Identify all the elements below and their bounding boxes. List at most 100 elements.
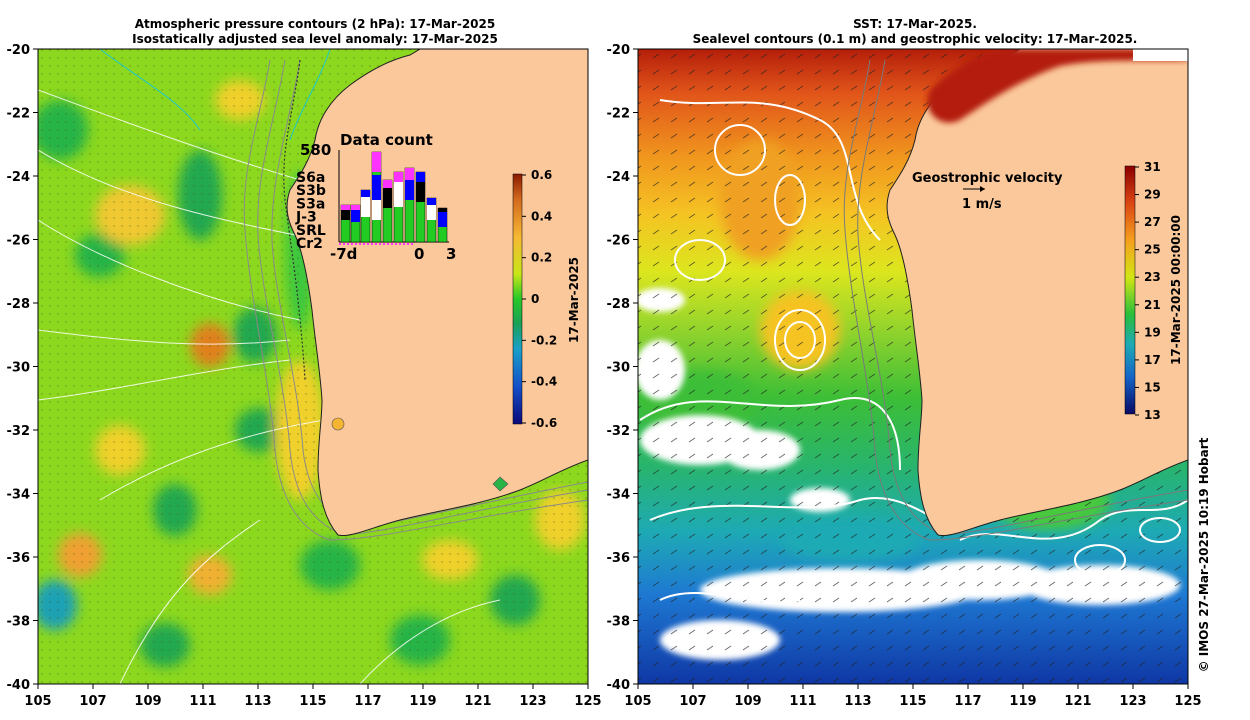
- data-count-xlabel-start: -7d: [330, 245, 357, 263]
- right-lon-tick: 107: [679, 694, 706, 709]
- right-lat-tick: -34: [607, 488, 631, 503]
- left-lat-tick: -24: [7, 170, 31, 185]
- left-lat-tick: -40: [7, 678, 31, 693]
- left-lon-tick: 109: [134, 694, 161, 709]
- sst-colorbar-tick: 23: [1144, 270, 1161, 284]
- left-lat-tick: -26: [7, 234, 31, 249]
- island-marker: [492, 476, 509, 492]
- left-lat-tick: -36: [7, 551, 31, 566]
- left-lon-tick: 125: [574, 694, 601, 709]
- right-title-line1: SST: 17-Mar-2025.: [853, 17, 977, 31]
- left-lat-tick: -32: [7, 424, 31, 439]
- left-lat-tick: -34: [7, 488, 31, 503]
- sst-colorbar-label: 17-Mar-2025 00:00:00: [1169, 215, 1183, 365]
- mission-label-s6a: S6a: [296, 170, 325, 186]
- sst-colorbar: 31 29 27 25 23 21 19 17 15 13 17-Mar-2025 00:00:0…: [1124, 160, 1183, 422]
- imos-credit: © IMOS 27-Mar-2025 10:19 Hobart: [1197, 437, 1211, 672]
- left-title: Atmospheric pressure contours (2 hPa): 1…: [40, 17, 590, 47]
- sla-colorbar-tick: -0.4: [531, 375, 557, 389]
- right-lon-tick: 125: [1174, 694, 1201, 709]
- velocity-legend: Geostrophic velocity 1 m/s: [912, 171, 1063, 212]
- right-title: SST: 17-Mar-2025. Sealevel contours (0.1…: [640, 17, 1190, 47]
- left-lon-tick: 105: [24, 694, 51, 709]
- sst-colorbar-tick: 19: [1144, 325, 1161, 339]
- left-lat-tick: -38: [7, 615, 31, 630]
- right-lat-tick: -26: [607, 234, 631, 249]
- mission-label-s3a: S3a: [296, 196, 325, 212]
- left-lon-tick: 117: [354, 694, 381, 709]
- right-title-line2: Sealevel contours (0.1 m) and geostrophi…: [692, 32, 1138, 46]
- sst-colorbar-tick: 27: [1144, 215, 1161, 229]
- mission-label-s3b: S3b: [296, 183, 326, 199]
- mission-label-srl: SRL: [296, 223, 326, 239]
- right-lat-tick: -24: [607, 170, 631, 185]
- right-lat-tick: -20: [607, 43, 631, 58]
- right-lat-tick: -28: [607, 297, 631, 312]
- sla-colorbar: 0.6 0.4 0.2 0 -0.2 -0.4 -0.6 17-Mar-2025: [512, 168, 581, 430]
- right-lon-tick: 123: [1119, 694, 1146, 709]
- right-lat-tick: -32: [607, 424, 631, 439]
- data-count-max-label: 580: [300, 141, 331, 159]
- sla-colorbar-tick: -0.6: [531, 416, 557, 430]
- left-x-axis: 105 107 109 111 113 115 117 119 121 123 125: [24, 684, 602, 709]
- velocity-legend-title: Geostrophic velocity: [912, 171, 1063, 186]
- data-count-bars: [340, 151, 448, 243]
- left-lon-tick: 107: [79, 694, 106, 709]
- sst-colorbar-tick: 29: [1144, 188, 1161, 202]
- right-lon-tick: 117: [954, 694, 981, 709]
- coastline-west-australia-sst: [886, 49, 1188, 537]
- right-lat-tick: -36: [607, 551, 631, 566]
- coastline-west-australia: [286, 49, 588, 537]
- right-lat-tick: -38: [607, 615, 631, 630]
- mission-label-cr2: Cr2: [296, 236, 323, 252]
- right-map-panel: -20 -22 -24 -26 -28 -30 -32 -34 -36 -38 -40 105 107…: [607, 43, 1202, 709]
- sla-colorbar-tick: 0.2: [531, 251, 552, 265]
- left-lon-tick: 123: [519, 694, 546, 709]
- left-map-panel: -20 -22 -24 -26 -28 -30 -32 -34 -36 -38 -40 105 107…: [7, 43, 602, 709]
- velocity-legend-scale: 1 m/s: [962, 197, 1002, 212]
- right-lat-tick: -22: [607, 107, 631, 122]
- left-lon-tick: 115: [299, 694, 326, 709]
- data-count-xlabel-zero: 0: [414, 245, 424, 263]
- sla-colorbar-tick: 0.4: [531, 209, 552, 223]
- island-marker: [331, 417, 345, 431]
- left-title-line1: Atmospheric pressure contours (2 hPa): 1…: [134, 17, 496, 31]
- left-lat-tick: -30: [7, 361, 31, 376]
- right-y-axis: -20 -22 -24 -26 -28 -30 -32 -34 -36 -38 -40: [607, 43, 638, 693]
- sla-colorbar-tick: -0.2: [531, 333, 557, 347]
- left-lon-tick: 111: [189, 694, 216, 709]
- sla-colorbar-tick: 0.6: [531, 168, 552, 182]
- sla-colorbar-label: 17-Mar-2025: [567, 257, 581, 343]
- left-lat-tick: -28: [7, 297, 31, 312]
- sst-colorbar-tick: 17: [1144, 353, 1161, 367]
- left-lon-tick: 113: [244, 694, 271, 709]
- right-lon-tick: 113: [844, 694, 871, 709]
- right-lon-tick: 115: [899, 694, 926, 709]
- left-lat-tick: -22: [7, 107, 31, 122]
- right-lon-tick: 119: [1009, 694, 1036, 709]
- warm-coastal-sst: [927, 49, 1188, 123]
- left-lat-tick: -20: [7, 43, 31, 58]
- mission-label-j-3: J-3: [295, 210, 317, 226]
- bathymetry-contours: [243, 59, 588, 541]
- sst-colorbar-tick: 13: [1144, 408, 1161, 422]
- left-lon-tick: 119: [409, 694, 436, 709]
- sst-colorbar-tick: 31: [1144, 160, 1161, 174]
- right-lon-tick: 105: [624, 694, 651, 709]
- right-lon-tick: 109: [734, 694, 761, 709]
- right-lon-tick: 111: [789, 694, 816, 709]
- sst-colorbar-tick: 25: [1144, 243, 1161, 257]
- left-lon-tick: 121: [464, 694, 491, 709]
- sst-colorbar-tick: 15: [1144, 380, 1161, 394]
- right-lat-tick: -30: [607, 361, 631, 376]
- sla-colorbar-tick: 0: [531, 292, 539, 306]
- left-title-line2: Isostatically adjusted sea level anomaly…: [132, 32, 498, 46]
- right-lat-tick: -40: [607, 678, 631, 693]
- data-count-title: Data count: [340, 131, 433, 149]
- right-lon-tick: 121: [1064, 694, 1091, 709]
- right-x-axis: 105 107 109 111 113 115 117 119 121 123 125: [624, 684, 1202, 709]
- right-bathymetry-contours: [843, 59, 1188, 541]
- left-y-axis: -20 -22 -24 -26 -28 -30 -32 -34 -36 -38 -40: [7, 43, 38, 693]
